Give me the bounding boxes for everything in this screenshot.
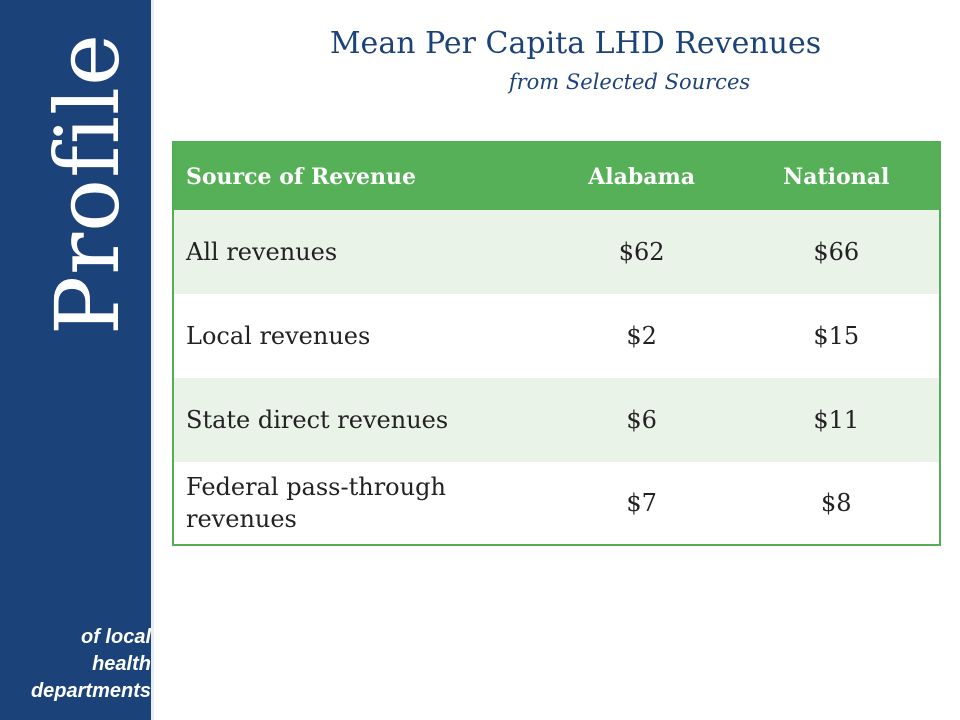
table-header-row: Source of Revenue Alabama National (173, 142, 940, 210)
tagline-line-1: of local (80, 626, 151, 648)
row-alabama-cell: $2 (549, 294, 734, 378)
table-row: All revenues $62 $66 (173, 210, 940, 294)
table-row: Local revenues $2 $15 (173, 294, 940, 378)
row-national-cell: $8 (733, 462, 940, 545)
profile-wordmark: Profile (36, 32, 139, 336)
column-header-national: National (733, 142, 940, 210)
page-title: Mean Per Capita LHD Revenues (329, 26, 822, 61)
sidebar-divider (151, 0, 154, 720)
column-header-alabama: Alabama (549, 142, 734, 210)
tagline-line-3: departments (30, 680, 151, 702)
page-subtitle: from Selected Sources (508, 70, 751, 94)
sidebar: Profile of local health departments (0, 0, 151, 720)
row-alabama-cell: $7 (549, 462, 734, 545)
row-source-cell: All revenues (173, 210, 550, 294)
row-national-cell: $66 (733, 210, 940, 294)
row-source-cell: Local revenues (173, 294, 550, 378)
table-row: State direct revenues $6 $11 (173, 378, 940, 462)
sidebar-tagline: of local health departments (11, 624, 151, 705)
row-alabama-cell: $6 (549, 378, 734, 462)
revenue-table: Source of Revenue Alabama National All r… (172, 141, 941, 546)
tagline-line-2: health (92, 653, 151, 675)
row-national-cell: $11 (733, 378, 940, 462)
column-header-source: Source of Revenue (173, 142, 550, 210)
row-national-cell: $15 (733, 294, 940, 378)
row-source-cell: State direct revenues (173, 378, 550, 462)
table-row: Federal pass-through revenues $7 $8 (173, 462, 940, 545)
row-alabama-cell: $62 (549, 210, 734, 294)
row-source-cell: Federal pass-through revenues (173, 462, 550, 545)
